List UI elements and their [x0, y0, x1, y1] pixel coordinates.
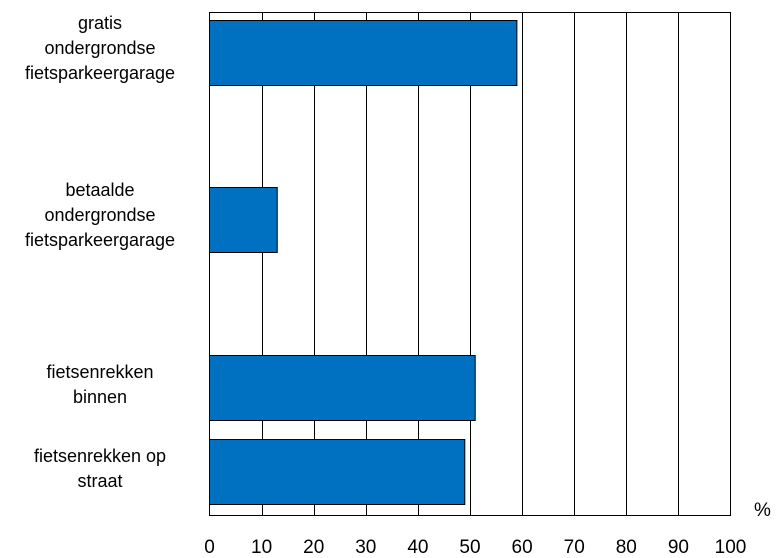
bar: [209, 355, 476, 421]
x-tick-label: 10: [251, 537, 272, 558]
x-tick-label: 60: [512, 537, 533, 558]
bar: [209, 439, 466, 505]
x-tick-label: 30: [355, 537, 376, 558]
bar: [209, 20, 518, 86]
plot-frame: [209, 12, 731, 516]
category-label: fietsenrekken op straat: [33, 446, 167, 491]
category-label: betaalde ondergrondse fietsparkeergarage: [24, 180, 176, 250]
gridlines: [262, 12, 679, 516]
x-tick-label: 20: [303, 537, 324, 558]
x-tick-label: 50: [459, 537, 480, 558]
bar: [209, 187, 278, 253]
x-tick-labels: 0 10 20 30 40 50 60 70 80 90 100: [204, 537, 746, 558]
x-tick-label: 80: [616, 537, 637, 558]
category-label: fietsenrekken binnen: [46, 362, 154, 407]
x-tick-label: 70: [564, 537, 585, 558]
x-axis-unit-label: %: [754, 500, 771, 521]
x-tick-label: 40: [407, 537, 428, 558]
bars: [209, 20, 518, 505]
x-tick-label: 0: [204, 537, 215, 558]
x-tick-label: 90: [668, 537, 689, 558]
x-tick-label: 100: [715, 537, 747, 558]
category-label: gratis ondergrondse fietsparkeergarage: [24, 13, 176, 83]
